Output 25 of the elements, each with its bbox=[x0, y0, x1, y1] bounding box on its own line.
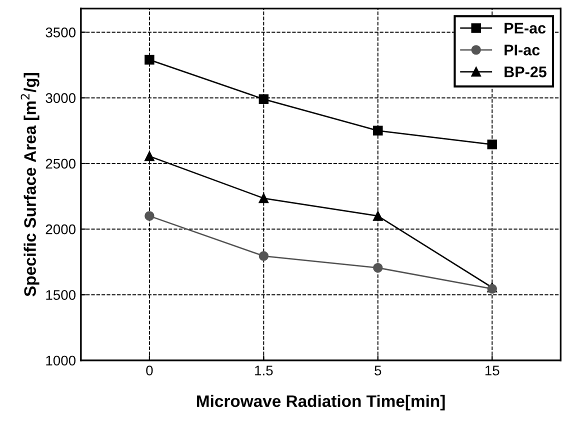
x-axis-title: Microwave Radiation Time[min] bbox=[197, 394, 445, 410]
point bbox=[487, 140, 497, 150]
point bbox=[373, 126, 383, 136]
point bbox=[144, 211, 154, 221]
y-axis-title: Specific Surface Area [m$^{2}$/g] bbox=[20, 73, 40, 296]
x-tick-label: 0 bbox=[146, 366, 153, 376]
legend-label: BP-25 bbox=[504, 66, 546, 78]
point bbox=[373, 262, 383, 273]
legend-label: PI-ac bbox=[504, 44, 540, 56]
point bbox=[258, 94, 269, 104]
y-tick-label: 3500 bbox=[46, 28, 76, 38]
y-tick-label: 2500 bbox=[46, 158, 76, 169]
legend-label: PE-ac bbox=[504, 22, 546, 34]
y-tick-label: 1000 bbox=[46, 356, 76, 366]
x-tick-label: 15 bbox=[485, 366, 500, 376]
x-tick-label: 1.5 bbox=[255, 366, 273, 376]
y-tick-label: 2000 bbox=[46, 224, 76, 234]
y-tick-label: 1500 bbox=[46, 290, 76, 300]
point bbox=[144, 151, 154, 162]
point bbox=[258, 193, 269, 204]
y-tick-label: 3000 bbox=[46, 93, 76, 104]
point bbox=[144, 54, 154, 65]
point bbox=[373, 211, 383, 221]
point bbox=[258, 251, 269, 261]
x-tick-label: 5 bbox=[374, 366, 382, 376]
